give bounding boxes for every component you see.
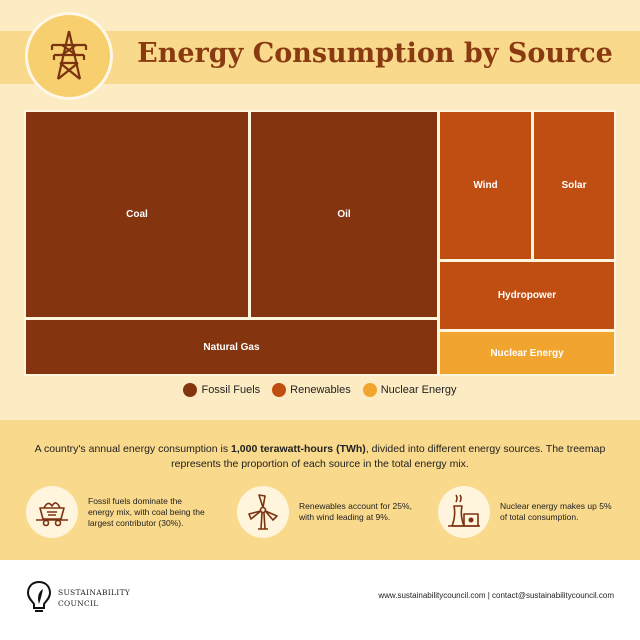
summary-text: A country's annual energy consumption is… bbox=[30, 442, 610, 472]
chart-legend: Fossil Fuels Renewables Nuclear Energy bbox=[0, 383, 640, 397]
contact-info[interactable]: www.sustainabilitycouncil.com | contact@… bbox=[378, 591, 614, 600]
legend-swatch bbox=[362, 383, 377, 397]
org-name-line: SUSTAINABILITY bbox=[58, 588, 131, 597]
treemap-tile-hydropower: Hydropower bbox=[440, 262, 614, 329]
transmission-tower-icon bbox=[50, 30, 88, 80]
treemap-tile-wind: Wind bbox=[440, 112, 531, 259]
treemap-tile-label: Natural Gas bbox=[203, 341, 260, 353]
legend-swatch bbox=[183, 383, 198, 397]
treemap-tile-coal: Coal bbox=[26, 112, 248, 317]
page-title: Energy Consumption by Source bbox=[137, 38, 613, 69]
treemap-tile-label: Oil bbox=[337, 209, 351, 220]
summary-bold: 1,000 terawatt-hours (TWh) bbox=[231, 443, 366, 455]
fact-text-nuclear: Nuclear energy makes up 5% of total cons… bbox=[500, 501, 612, 522]
legend-label: Fossil Fuels bbox=[201, 384, 261, 396]
header: Energy Consumption by Source bbox=[0, 0, 640, 100]
treemap-tile-nuclear-energy: Nuclear Energy bbox=[440, 332, 614, 374]
nuclear-plant-icon bbox=[438, 486, 490, 538]
fact-text-fossil: Fossil fuels dominate the energy mix, wi… bbox=[88, 495, 205, 528]
legend-item-renewables: Renewables bbox=[272, 383, 351, 397]
treemap-chart: Coal Oil Natural Gas Wind Solar Hydropower Nuc… bbox=[24, 110, 616, 376]
treemap-tile-label: Nuclear Energy bbox=[490, 347, 564, 359]
treemap-tile-label: Hydropower bbox=[497, 290, 557, 301]
legend-item-nuclear-energy: Nuclear Energy bbox=[362, 383, 457, 397]
lightbulb-leaf-icon bbox=[26, 580, 52, 612]
wind-turbine-icon bbox=[237, 486, 289, 538]
treemap-tile-label: Wind bbox=[473, 180, 498, 191]
footer: SUSTAINABILITY COUNCIL www.sustainabilit… bbox=[0, 560, 640, 640]
fact-renewables: Renewables account for 25%, with wind le… bbox=[237, 486, 419, 538]
legend-swatch bbox=[272, 383, 287, 397]
summary-part: A country's annual energy consumption is bbox=[34, 443, 232, 455]
info-section: A country's annual energy consumption is… bbox=[0, 420, 640, 560]
fact-text-renewables: Renewables account for 25%, with wind le… bbox=[299, 501, 412, 522]
transmission-tower-badge bbox=[25, 12, 113, 100]
treemap-tile-oil: Oil bbox=[251, 112, 437, 317]
fact-nuclear: Nuclear energy makes up 5% of total cons… bbox=[438, 486, 620, 538]
org-name-line: COUNCIL bbox=[58, 599, 99, 608]
summary-part: , divided into different energy sources.… bbox=[171, 443, 606, 470]
treemap-tile-natural-gas: Natural Gas bbox=[26, 320, 437, 374]
legend-label: Nuclear Energy bbox=[380, 384, 457, 396]
treemap-tile-label: Coal bbox=[126, 209, 148, 220]
legend-label: Renewables bbox=[290, 384, 351, 396]
legend-item-fossil-fuels: Fossil Fuels bbox=[183, 383, 260, 397]
coal-cart-icon bbox=[26, 486, 78, 538]
treemap-tile-label: Solar bbox=[561, 180, 587, 191]
org-name: SUSTAINABILITY COUNCIL bbox=[58, 587, 130, 609]
fact-fossil: Fossil fuels dominate the energy mix, wi… bbox=[26, 486, 208, 538]
treemap-tile-solar: Solar bbox=[534, 112, 614, 259]
